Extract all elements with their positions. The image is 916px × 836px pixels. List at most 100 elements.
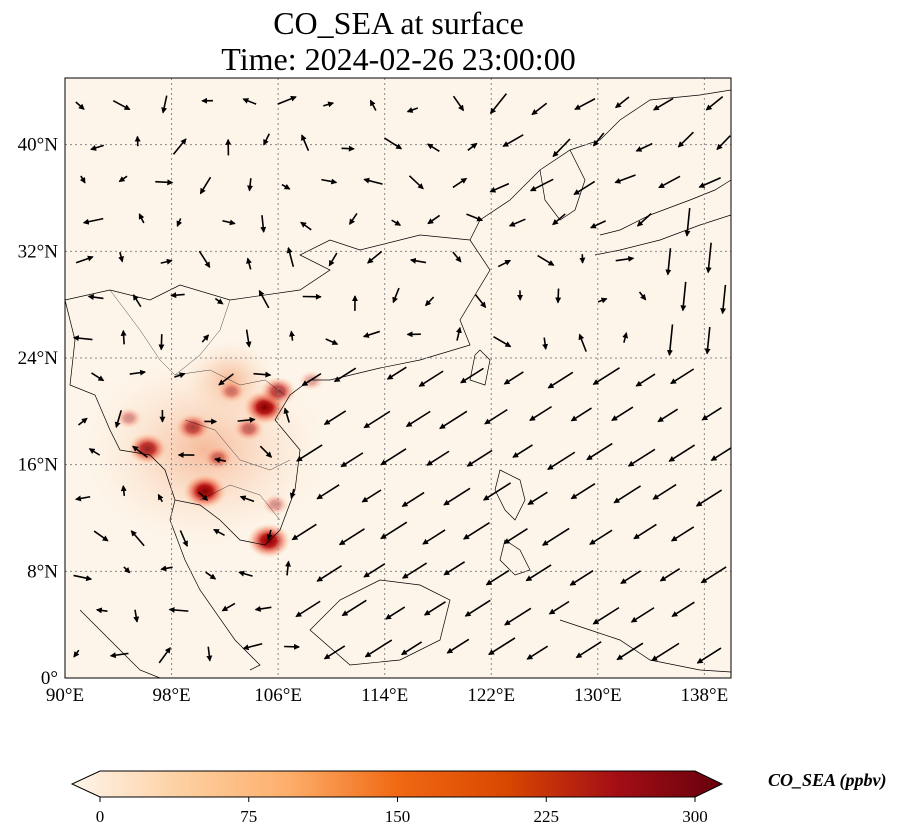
wind-arrow [259,445,273,458]
wind-arrow [245,329,252,348]
wind-arrow [488,637,516,656]
wind-arrow [489,93,508,115]
wind-arrow [369,99,377,111]
wind-arrow [636,213,652,227]
wind-arrow [720,284,727,315]
wind-arrow [497,259,512,268]
wind-arrow [542,337,549,351]
co-hotspot [259,376,297,407]
wind-arrow [316,565,342,582]
wind-arrow [129,369,147,376]
wind-arrow [502,134,524,147]
wind-arrow [362,330,381,338]
coastlines [65,89,731,678]
wind-arrow [77,417,88,426]
wind-arrow [574,98,596,110]
lat-tick-label: 32°N [18,241,59,262]
wind-arrow [426,143,440,152]
wind-arrow [295,600,321,618]
colorbar-tick-label: 225 [534,807,560,826]
wind-arrow [684,207,691,237]
wind-arrow [138,213,145,224]
wind-arrow [341,145,355,152]
wind-arrow [466,449,493,467]
wind-arrow [75,495,91,502]
wind-arrow [569,570,594,586]
wind-arrow [620,570,642,585]
wind-arrow [616,642,644,661]
wind-arrow [635,373,656,387]
co-hotspot [127,432,168,465]
lat-tick-label: 24°N [18,348,59,369]
wind-arrow [157,493,164,503]
colorbar-tick-label: 0 [96,807,105,826]
wind-arrow [405,410,431,428]
wind-arrow [198,250,211,269]
lon-tick-label: 114°E [361,685,408,706]
wind-arrow [291,523,317,541]
wind-arrow [160,565,173,572]
lat-tick-label: 8°N [27,561,58,582]
wind-arrow [286,246,295,267]
wind-arrow [611,406,634,421]
wind-arrow [537,254,555,266]
wind-arrow [301,372,322,387]
wind-arrow [158,334,165,351]
wind-arrow [112,99,131,111]
wind-arrow [695,489,723,507]
wind-arrow [380,448,407,466]
wind-arrow [366,250,383,264]
wind-arrow [422,529,446,545]
wind-arrow [242,642,263,651]
wind-arrow [340,452,364,468]
wind-arrow [176,218,183,227]
wind-arrow [657,408,679,423]
wind-arrow [485,569,510,586]
wind-arrow [700,566,727,584]
wind-arrow [75,255,94,264]
wind-arrow [443,561,466,576]
wind-arrow [238,570,253,577]
map-title: CO_SEA at surface [273,5,524,41]
wind-arrow [512,444,533,458]
wind-arrow [613,485,642,504]
wind-arrow [168,606,189,613]
wind-arrow [120,329,127,345]
co-hotspot [261,493,290,516]
wind-arrow [573,180,596,196]
wind-arrow [409,257,427,264]
wind-arrow [452,177,468,189]
wind-arrow [526,645,549,660]
wind-arrow [427,214,441,225]
wind-arrow [333,367,357,383]
wind-arrow [670,368,695,385]
co-hotspot [233,416,265,442]
wind-arrow [401,562,428,579]
wind-arrow [698,177,721,188]
wind-arrow [289,488,296,500]
colorbar-tick-label: 150 [385,807,411,826]
wind-arrow [170,292,185,299]
lat-tick-label: 0° [41,668,58,689]
wind-arrow [460,367,484,384]
wind-arrow [705,96,724,111]
wind-arrow [118,252,124,263]
wind-arrow [323,645,346,660]
wind-arrow [665,248,672,276]
co-hotspot [182,473,227,509]
colorbar [70,770,724,798]
wind-arrow [87,294,104,301]
wind-arrow [385,606,406,620]
wind-arrow [242,98,257,105]
wind-arrow [401,491,425,507]
wind-arrow [570,483,596,500]
country-borders [109,289,291,521]
wind-arrow [464,599,491,617]
lon-tick-label: 130°E [574,685,622,706]
wind-arrow [439,410,468,430]
wind-arrow [301,134,310,151]
wind-arrow [424,296,435,307]
wind-arrow [239,495,255,503]
wind-arrow [253,371,272,378]
